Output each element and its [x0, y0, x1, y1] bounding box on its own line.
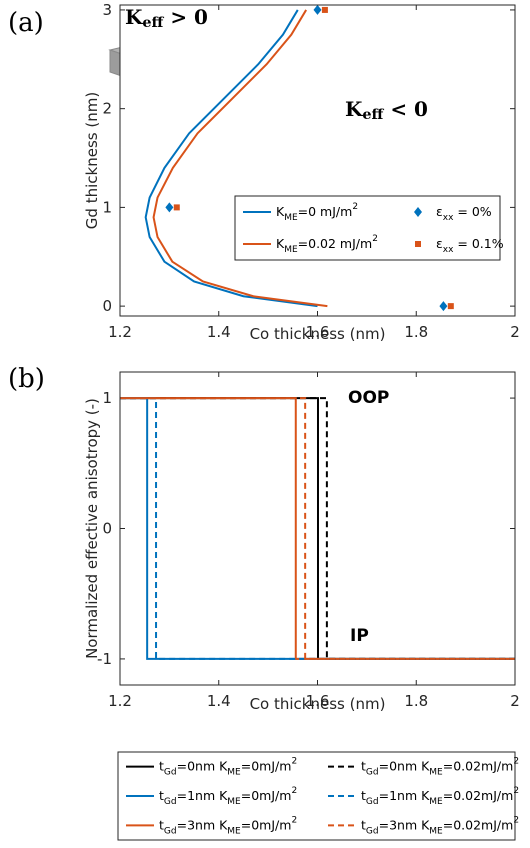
annotation: Keff < 0 [345, 97, 428, 124]
legend-label: KME=0 mJ/m2​ [276, 202, 358, 223]
y-axis-label: Normalized effective anisotropy (-) [83, 398, 101, 659]
marker [321, 6, 328, 13]
x-axis-label: Co thickness (nm) [250, 695, 386, 713]
legend-box [117, 751, 516, 841]
x-axis-label: Co thickness (nm) [250, 325, 386, 343]
series-line [152, 9, 328, 308]
y-tick-label: 0 [102, 519, 112, 537]
legend-box [234, 195, 501, 261]
x-tick-label: 2 [510, 323, 520, 341]
x-tick-label: 1.6 [306, 692, 330, 710]
marker [447, 303, 454, 310]
x-tick-label: 1.4 [207, 692, 231, 710]
plot-area [120, 5, 515, 316]
marker [439, 301, 448, 312]
axes-box [119, 4, 516, 317]
legend-label: tGd=0nm KME=0.02mJ/m2​ [361, 756, 519, 777]
marker [414, 207, 422, 217]
series-line [144, 9, 318, 308]
legend-label: tGd=3nm KME=0.02mJ/m2​ [361, 815, 519, 836]
x-tick-label: 1.2 [108, 323, 132, 341]
series-line [120, 397, 515, 660]
y-tick-label: 1 [102, 198, 112, 216]
legend-label: tGd=1nm KME=0mJ/m2​ [159, 786, 297, 807]
x-tick-label: 2 [510, 692, 520, 710]
legend-label: tGd=0nm KME=0mJ/m2​ [159, 756, 297, 777]
panel-label: (b) [8, 364, 45, 394]
chart: (a) 1.2 1.4 1.6 1.8 2 0 1 2 3 Co thickness (nm) Gd … [8, 0, 520, 342]
legend-label: tGd=3nm KME=0mJ/m2​ [159, 815, 297, 836]
marker [313, 4, 322, 15]
x-tick-label: 1.8 [404, 323, 428, 341]
series-line [120, 397, 515, 660]
legend-label: KME=0.02 mJ/m2​ [276, 234, 378, 255]
chart: (b) 1.2 1.4 1.6 1.8 2 -1 0 1 Co thickness (nm) Nor… [8, 364, 520, 841]
axes-box [119, 371, 516, 686]
annotation: Keff > 0 [125, 5, 208, 32]
x-tick-label: 1.4 [207, 323, 231, 341]
legend-label: tGd=1nm KME=0.02mJ/m2​ [361, 786, 519, 807]
annotation: OOP [348, 388, 389, 408]
y-axis-label: Gd thickness (nm) [83, 92, 101, 229]
x-tick-label: 1.8 [404, 692, 428, 710]
y-tick-label: 3 [102, 0, 112, 18]
y-tick-label: 2 [102, 99, 112, 117]
panel-label: (a) [8, 8, 44, 38]
x-tick-label: 1.2 [108, 692, 132, 710]
marker [165, 202, 174, 213]
marker [173, 204, 180, 211]
y-tick-label: 0 [102, 297, 112, 315]
annotation: IP [350, 626, 369, 646]
legend-label: εxx = 0.1% [436, 236, 504, 255]
legend-label: εxx = 0% [436, 204, 492, 223]
x-tick-label: 1.6 [306, 323, 330, 341]
y-tick-label: -1 [97, 649, 112, 667]
marker [415, 241, 421, 247]
y-tick-label: 1 [102, 389, 112, 407]
